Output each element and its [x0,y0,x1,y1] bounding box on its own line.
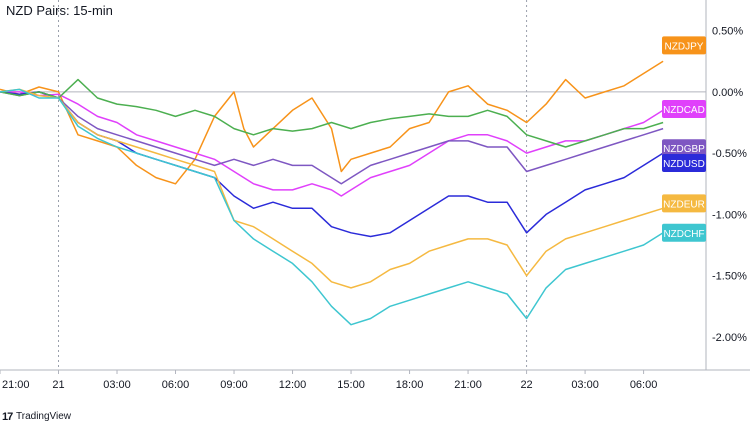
brand-name: TradingView [16,411,72,422]
x-tick-label-11: 06:00 [630,379,658,391]
series-tag-nzdusd [662,153,706,172]
series-line-nzdeur [0,88,664,289]
series-line-nzdusd [0,91,664,238]
x-tick-label-3: 06:00 [162,379,190,391]
footer: 17 TradingView [0,405,750,430]
x-tick-label-5: 12:00 [279,379,307,391]
x-tick-label-0: 21:00 [2,379,30,391]
series-tag-nzdjpy [662,36,706,55]
y-tick-label-4: -1.50% [712,271,747,283]
tradingview-logo-icon: 17 [2,411,13,423]
series-tag-nzdeur [662,194,706,213]
x-tick-label-7: 18:00 [396,379,424,391]
x-tick-label-2: 03:00 [103,379,131,391]
series-tag-label-nzdgbp: NZDGBP [663,144,705,155]
x-tick-label-10: 03:00 [571,379,599,391]
series-tag-nzdcad [662,100,706,119]
series-tag-label-nzdcad: NZDCAD [663,105,705,116]
x-tick-label-1: 21 [52,379,64,391]
y-tick-label-3: -1.00% [712,209,747,221]
series-line-nzdchf [0,88,664,326]
chart-title: NZD Pairs: 15-min [6,3,113,18]
series-line-nzdgreen_hidden [0,78,664,148]
series-tag-label-nzdjpy: NZDJPY [665,41,704,52]
x-tick-label-6: 15:00 [337,379,365,391]
series-tag-label-nzdusd: NZDUSD [663,159,705,170]
chart-plot: 0.50% 0.00% -0.50% -1.00% -1.50% -2.00% 21:00 2… [0,0,750,391]
series-tag-nzdchf [662,223,706,242]
x-tick-label-9: 22 [520,379,532,391]
series-line-nzdcad [0,91,664,197]
x-tick-label-8: 21:00 [454,379,482,391]
series-tag-label-nzdeur: NZDEUR [663,199,705,210]
x-tick-label-4: 09:00 [220,379,248,391]
series-line-nzdgbp [0,91,664,185]
y-tick-label-0: 0.50% [712,26,743,38]
series-tag-nzdgbp [662,139,706,158]
y-tick-label-5: -2.00% [712,332,747,344]
y-tick-label-1: 0.00% [712,87,743,99]
y-tick-label-2: -0.50% [712,148,747,160]
series-tag-label-nzdchf: NZDCHF [663,229,704,240]
